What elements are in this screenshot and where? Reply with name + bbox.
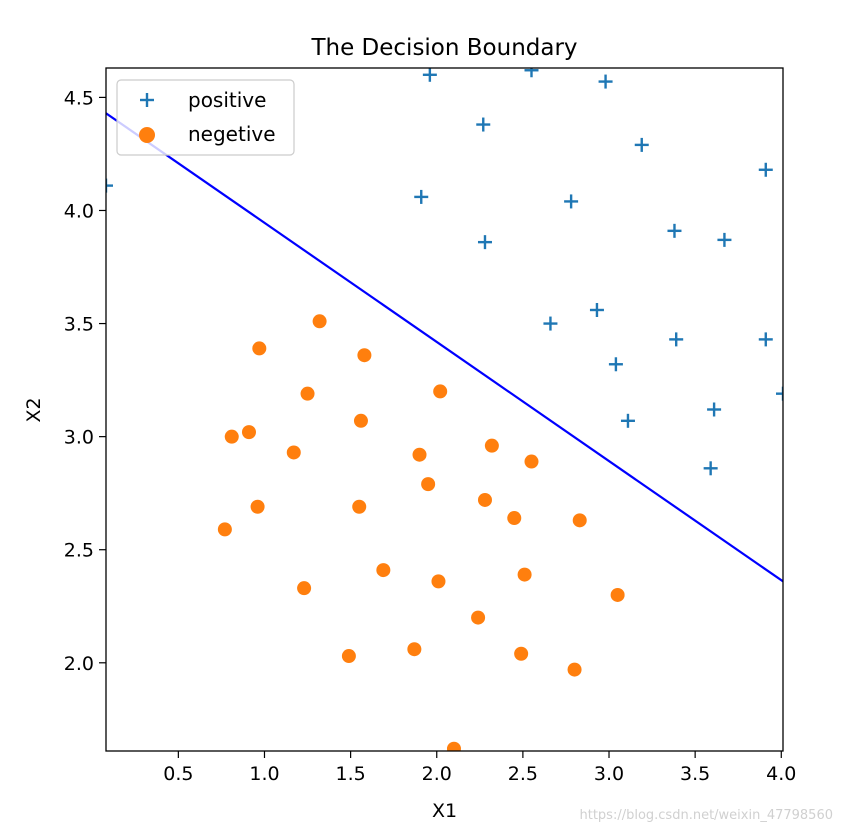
negative-point xyxy=(376,563,391,578)
legend: positive negetive xyxy=(116,79,295,156)
negative-point xyxy=(300,386,315,401)
positive-point xyxy=(707,402,722,417)
negative-point xyxy=(352,499,367,514)
legend-label: negetive xyxy=(188,122,276,146)
watermark-text: https://blog.csdn.net/weixin_47798560 xyxy=(579,808,833,823)
y-tick-label: 3.0 xyxy=(64,427,94,449)
positive-point xyxy=(634,137,649,152)
negative-point xyxy=(567,662,582,677)
negative-point xyxy=(357,348,372,363)
positive-point xyxy=(620,413,635,428)
legend-frame xyxy=(116,79,295,156)
negative-point xyxy=(241,425,256,440)
negative-point xyxy=(412,447,427,462)
negative-point xyxy=(484,438,499,453)
x-axis-ticks: 0.5 1.0 1.5 2.0 2.5 3.0 3.5 4.0 xyxy=(163,751,796,785)
positive-point xyxy=(589,302,604,317)
x-tick-label: 0.5 xyxy=(163,763,193,785)
positive-point xyxy=(543,316,558,331)
x-tick-label: 3.0 xyxy=(594,763,624,785)
positive-point xyxy=(422,68,437,82)
positive-point xyxy=(598,74,613,89)
positive-point xyxy=(608,357,623,372)
y-tick-label: 4.0 xyxy=(64,200,94,222)
negative-point xyxy=(477,492,492,507)
negative-point xyxy=(252,341,267,356)
y-tick-label: 4.5 xyxy=(64,87,94,109)
y-tick-label: 2.5 xyxy=(64,540,94,562)
x-tick-label: 1.5 xyxy=(336,763,366,785)
y-axis-ticks: 2.0 2.5 3.0 3.5 4.0 4.5 xyxy=(64,87,106,675)
negative-point xyxy=(433,384,448,399)
negative-point xyxy=(286,445,301,460)
y-axis-label: X2 xyxy=(23,397,45,422)
x-axis-label: X1 xyxy=(432,800,457,822)
decision-boundary-layer xyxy=(106,112,783,583)
negative-point xyxy=(224,429,239,444)
legend-negative-marker xyxy=(139,127,155,143)
negative-point xyxy=(517,567,532,582)
negative-point xyxy=(421,477,436,492)
negative-point xyxy=(407,642,422,657)
data-points-layer xyxy=(106,68,783,751)
legend-positive-marker xyxy=(140,93,154,107)
y-tick-label: 3.5 xyxy=(64,314,94,336)
negative-point xyxy=(431,574,446,589)
negative-point xyxy=(312,314,327,329)
y-tick-label: 2.0 xyxy=(64,653,94,675)
negative-point xyxy=(572,513,587,528)
negative-point xyxy=(446,741,461,751)
decision-boundary-line xyxy=(106,112,783,583)
positive-point xyxy=(564,194,579,209)
x-tick-label: 1.0 xyxy=(249,763,279,785)
positive-point xyxy=(703,461,718,476)
chart-title: The Decision Boundary xyxy=(310,35,577,61)
negative-point xyxy=(514,646,529,661)
x-tick-label: 3.5 xyxy=(680,763,710,785)
x-tick-label: 2.0 xyxy=(422,763,452,785)
plot-area xyxy=(106,68,783,751)
negative-point xyxy=(297,581,312,596)
x-tick-label: 4.0 xyxy=(766,763,796,785)
negative-point xyxy=(471,610,486,625)
positive-point xyxy=(106,178,113,193)
negative-point xyxy=(507,511,522,526)
negative-point xyxy=(610,587,625,602)
positive-point xyxy=(776,386,783,401)
x-tick-label: 2.5 xyxy=(508,763,538,785)
positive-point xyxy=(758,332,773,347)
negative-point xyxy=(217,522,232,537)
positive-point xyxy=(717,232,732,247)
negative-point xyxy=(353,413,368,428)
plot-frame xyxy=(105,67,784,752)
legend-label: positive xyxy=(188,88,266,112)
positive-point xyxy=(669,332,684,347)
positive-point xyxy=(414,189,429,204)
negative-point xyxy=(524,454,539,469)
positive-point xyxy=(524,68,539,78)
positive-point xyxy=(477,235,492,250)
positive-point xyxy=(667,223,682,238)
positive-point xyxy=(476,117,491,132)
negative-point xyxy=(341,649,356,664)
negative-point xyxy=(250,499,265,514)
positive-point xyxy=(758,162,773,177)
